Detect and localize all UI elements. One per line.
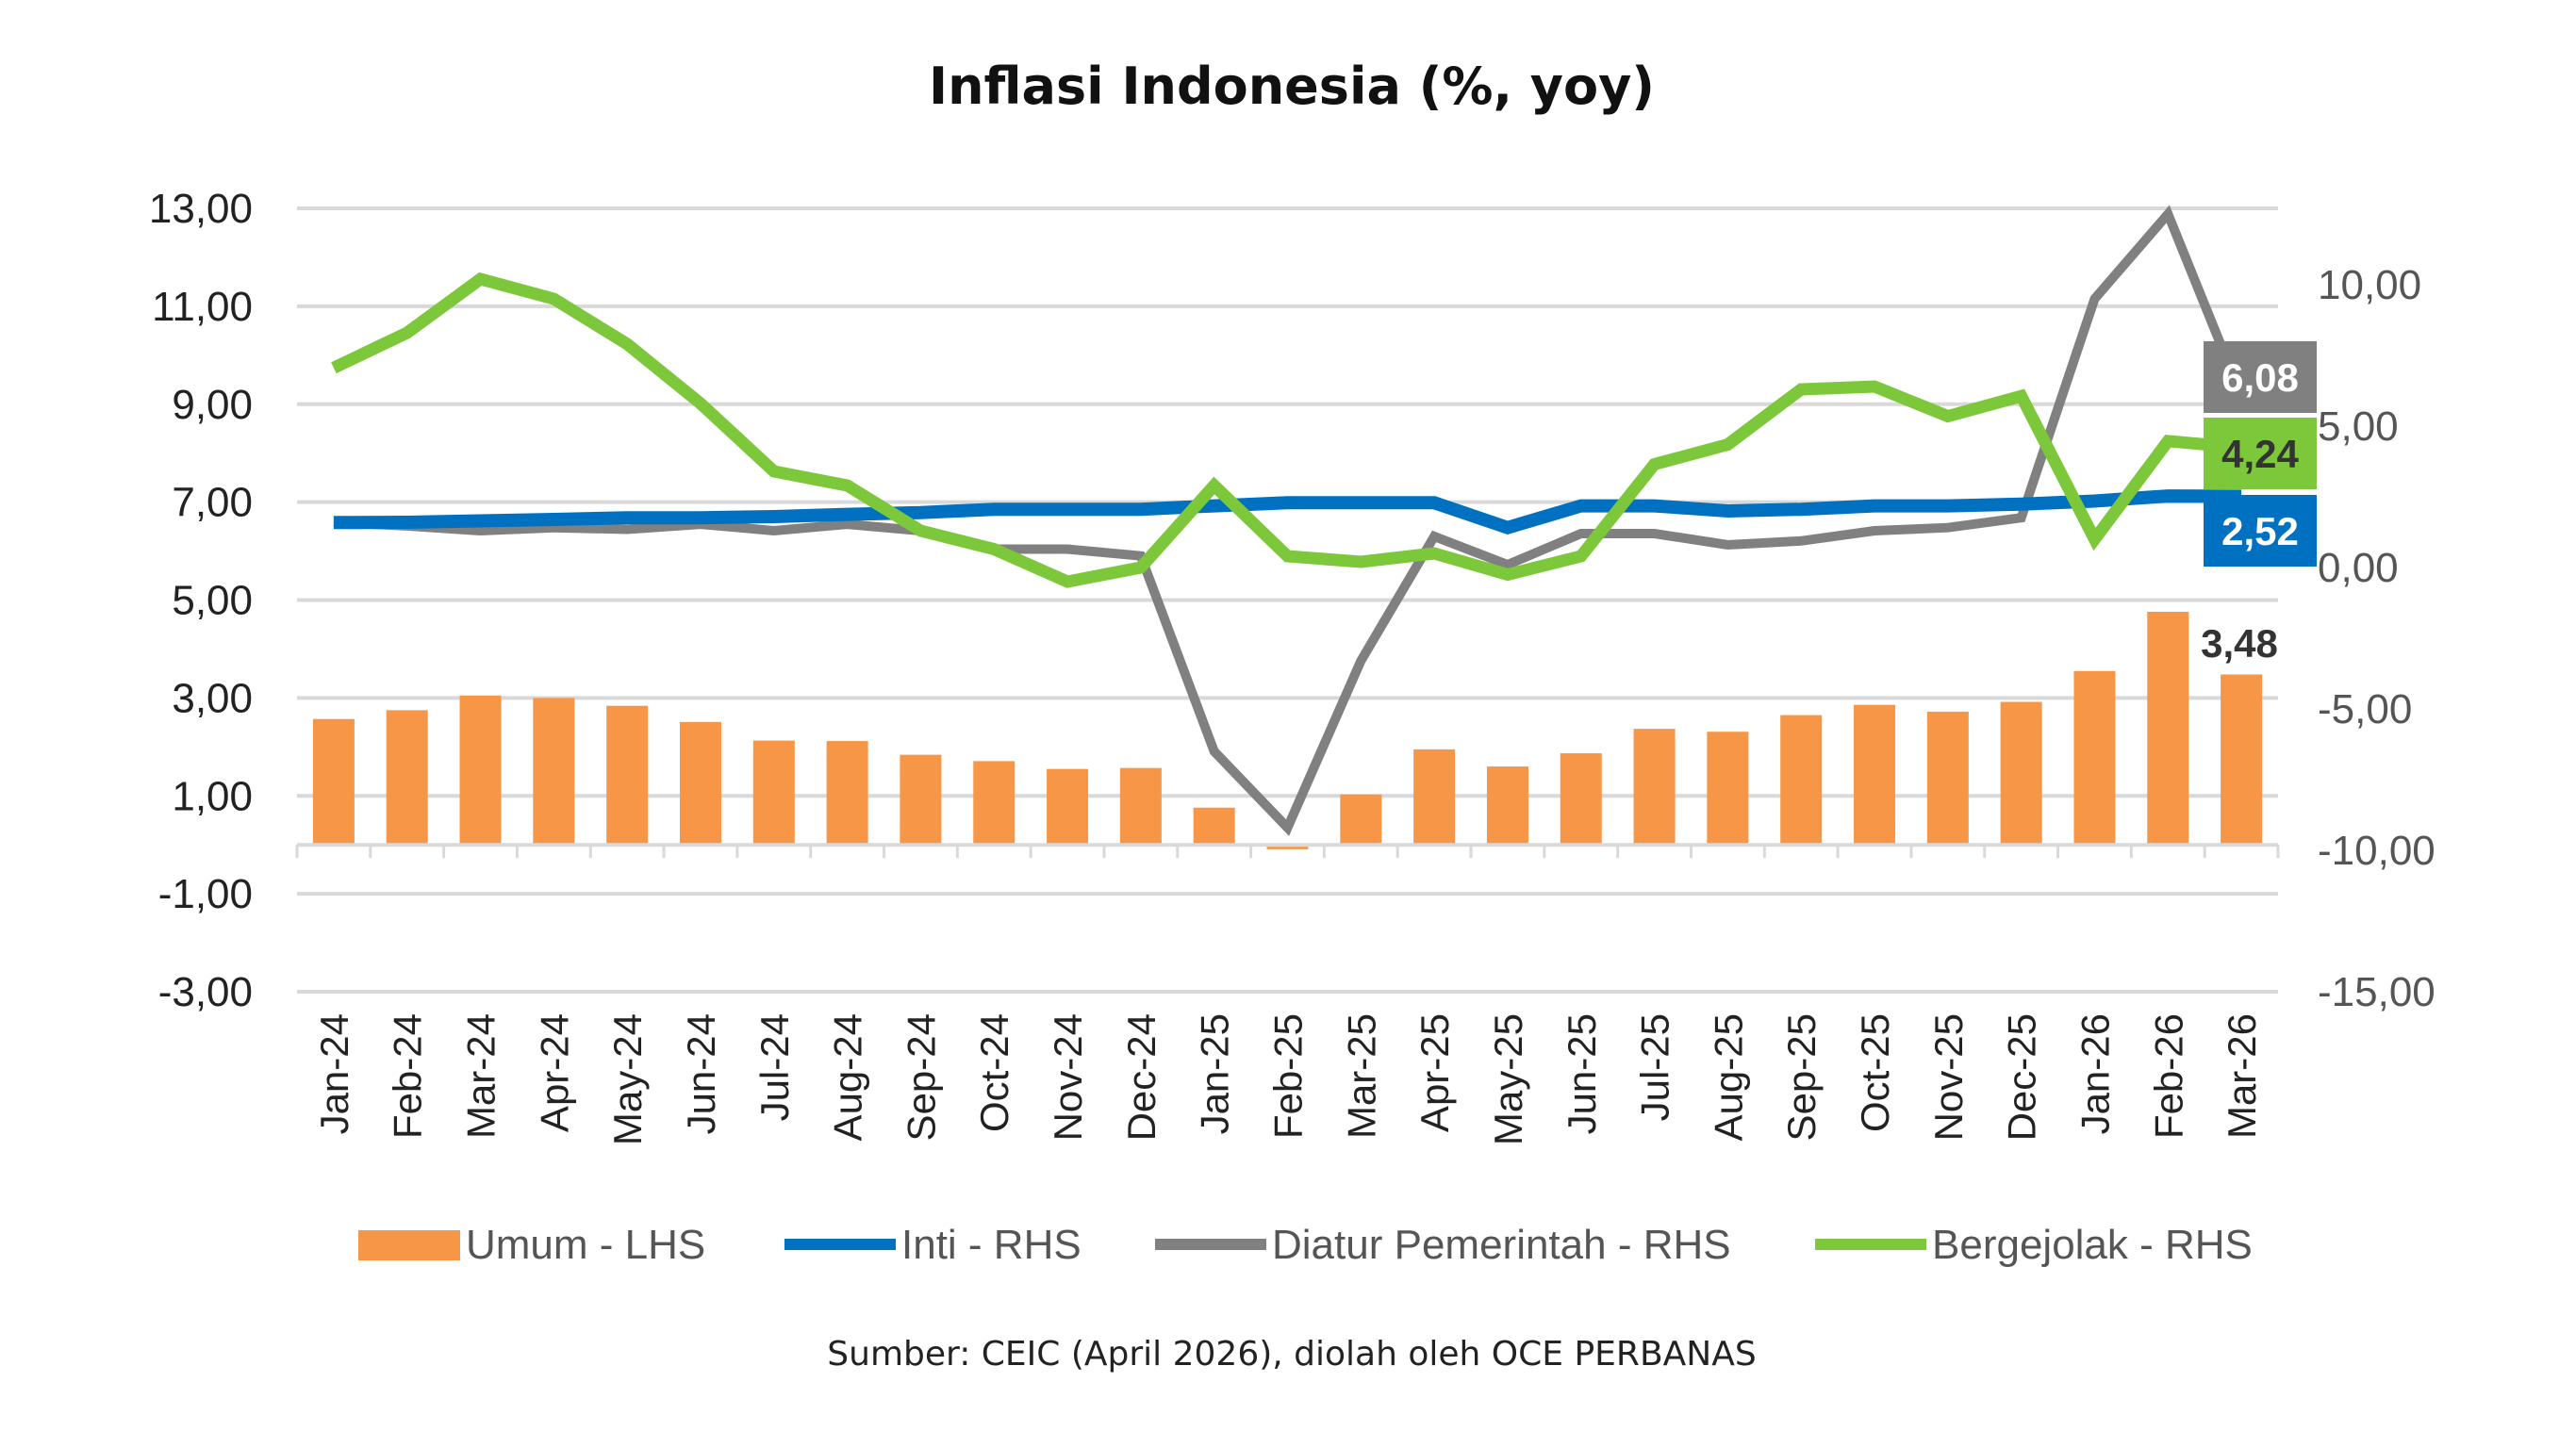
x-tick-label: Jan-26 [2072,1013,2117,1134]
end-label-box [2204,341,2317,413]
line-bergejolak [331,272,2242,588]
end-label: 6,08 [2221,355,2299,400]
end-labels: 6,08 4,24 2,52 3,48 [2201,341,2317,666]
bar-Feb-24 [386,710,428,846]
x-tick-label: Jul-24 [752,1013,797,1121]
bar-Aug-24 [826,741,868,846]
y2-tick-label: 5,00 [2318,403,2399,450]
bars-umum [312,611,2263,849]
bar-Apr-25 [1413,749,1456,846]
x-tick-label: Jul-25 [1633,1013,1677,1121]
x-tick-label: Sep-25 [1779,1013,1824,1141]
x-tick-label: Mar-26 [2220,1013,2264,1139]
x-tick-label: Dec-24 [1119,1013,1164,1141]
y2-tick-label: -5,00 [2318,686,2412,732]
bar-Aug-25 [1707,732,1749,846]
bar-Jan-24 [312,718,355,846]
bar-Sep-24 [900,754,942,846]
legend-label: Inti - RHS [901,1222,1082,1268]
bar-Nov-24 [1047,768,1089,846]
y2-tick-label: -10,00 [2318,828,2436,874]
bar-Jun-24 [679,721,721,846]
legend: Umum - LHS Inti - RHS Diatur Pemerintah - … [358,1222,2253,1268]
legend-label: Diatur Pemerintah - RHS [1272,1222,1731,1268]
bar-May-25 [1486,766,1528,846]
y-tick-label: 11,00 [152,284,253,330]
bar-Jan-26 [2073,670,2116,846]
bar-Feb-25 [1266,845,1309,849]
x-tick-label: Dec-25 [2000,1013,2044,1141]
y-tick-label: 13,00 [149,186,253,232]
bar-May-24 [606,705,649,846]
x-tick-label: Mar-25 [1339,1013,1383,1139]
x-tick-label: Jan-24 [312,1013,356,1134]
bar-Dec-25 [2000,701,2042,846]
x-tick-label: Nov-25 [1926,1013,1971,1141]
y-tick-label: 7,00 [172,480,253,526]
legend-label: Bergejolak - RHS [1932,1222,2253,1268]
x-tick-label: Oct-24 [972,1013,1016,1132]
bar-Dec-24 [1119,767,1162,846]
y2-tick-label: -15,00 [2318,969,2436,1015]
x-axis: Jan-24 Feb-24 Mar-24 Apr-24 May-24 Jun-24 Jul-… [295,843,2280,1145]
end-label: 2,52 [2221,509,2299,553]
x-tick-label: Mar-24 [459,1013,504,1139]
y-tick-label: 3,00 [172,675,253,721]
bar-Nov-25 [1926,711,1969,846]
left-axis: 13,00 11,00 9,00 7,00 5,00 3,00 1,00 -1,00 -3,00 [149,186,253,1015]
bar-Mar-24 [459,695,502,846]
bar-Oct-25 [1854,704,1896,846]
bar-Apr-24 [533,698,575,846]
x-tick-label: Apr-24 [532,1013,576,1132]
bar-Jan-25 [1193,807,1235,846]
source-note: Sumber: CEIC (April 2026), diolah oleh O… [827,1335,1756,1374]
bar-Jun-25 [1560,753,1602,846]
y-tick-label: 5,00 [172,578,253,624]
y-tick-label: 1,00 [172,773,253,819]
bar-Feb-26 [2147,611,2189,846]
bar-Mar-26 [2221,674,2263,846]
x-tick-label: Feb-24 [386,1013,430,1139]
x-tick-label: Aug-25 [1706,1013,1750,1141]
x-tick-label: Feb-25 [1266,1013,1311,1139]
end-label: 4,24 [2221,432,2299,476]
y-tick-label: -1,00 [158,871,253,917]
x-tick-label: Apr-25 [1412,1013,1457,1132]
x-tick-label: Jun-25 [1560,1013,1604,1134]
x-tick-label: May-24 [605,1013,650,1145]
y-tick-label: 9,00 [172,382,253,428]
x-tick-label: Nov-24 [1046,1013,1090,1141]
legend-label: Umum - LHS [466,1222,705,1268]
lines [331,205,2246,836]
bar-Jul-25 [1633,729,1676,846]
chart-title: Inflasi Indonesia (%, yoy) [929,57,1655,116]
bar-Oct-24 [973,761,1016,846]
y2-tick-label: 10,00 [2318,262,2421,308]
right-axis: 10,00 5,00 0,00 -5,00 -10,00 -15,00 [2318,262,2436,1015]
y-tick-label: -3,00 [158,969,253,1015]
bar-Sep-25 [1780,715,1823,846]
end-label-box [2204,418,2317,489]
end-label-umum: 3,48 [2201,621,2278,666]
bar-Jul-24 [752,740,795,846]
x-tick-label: Feb-26 [2146,1013,2190,1139]
line-diatur [333,205,2246,836]
y2-tick-label: 0,00 [2318,545,2399,591]
x-tick-label: Aug-24 [826,1013,870,1141]
line-inti [333,489,2242,535]
bar-Mar-25 [1340,794,1382,846]
end-label-box [2204,495,2317,567]
x-tick-label: Jun-24 [679,1013,723,1134]
x-tick-label: Jan-25 [1193,1013,1237,1134]
x-tick-label: Oct-25 [1853,1013,1897,1132]
x-tick-label: May-25 [1486,1013,1530,1145]
x-tick-label: Sep-24 [899,1013,943,1141]
legend-swatch [358,1230,460,1260]
